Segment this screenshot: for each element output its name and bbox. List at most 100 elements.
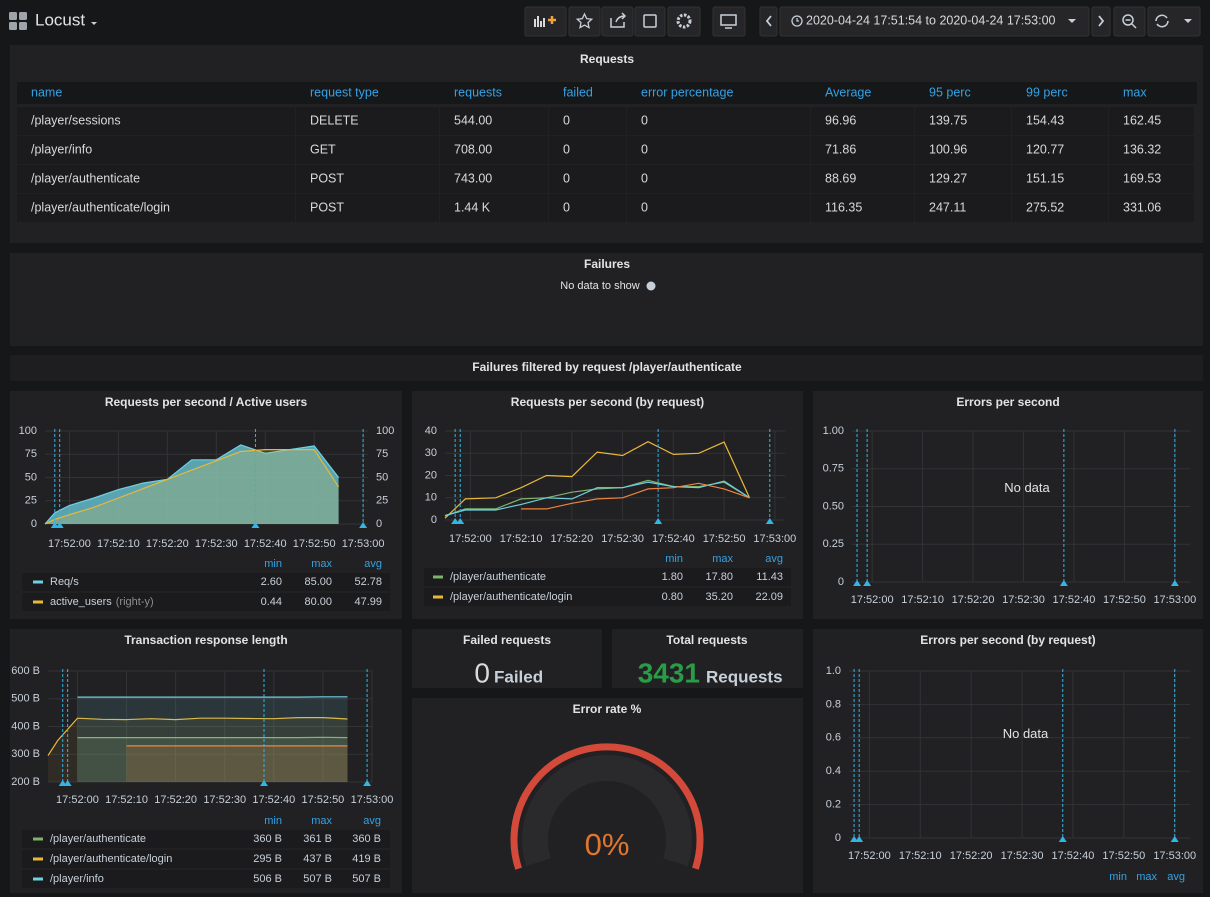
x-tick-label: 17:52:10 [97,538,140,550]
table-cell [811,165,914,193]
charts: Requests per second / Active users025507… [10,391,1203,893]
time-forward-button[interactable] [1091,6,1111,37]
table-cell [1109,136,1194,164]
y2-tick-label: 100 [376,425,394,437]
legend-column-header: max [1136,871,1157,883]
no-data-message: No data [1003,726,1049,741]
x-tick-label: 17:52:40 [244,538,287,550]
legend-stat: 360 B [253,833,282,845]
series-area [77,696,348,782]
series-area [77,737,348,782]
share-button[interactable] [601,6,634,37]
stat-value: 0 [474,657,490,688]
y-tick-label: 500 B [11,693,40,705]
cell-text: 1.44 K [454,200,491,214]
legend-column-header: max [712,553,733,565]
y-tick-label: 300 B [11,748,40,760]
annotation-marker [451,518,460,524]
table-cell [296,107,439,135]
x-tick-label: 17:52:40 [1053,594,1096,606]
legend-column-header: avg [765,553,783,565]
table-cell [627,136,810,164]
legend-name: /player/authenticate [450,571,546,583]
column-header: Average [825,85,871,99]
y-tick-label: 20 [425,469,437,481]
x-tick-label: 17:52:20 [950,850,993,862]
cell-text: 88.69 [825,171,856,185]
panel-title: Errors per second [956,395,1059,409]
column-header: name [31,85,62,99]
table-cell [811,107,914,135]
grid-icon[interactable] [9,22,17,30]
table-cell [1012,194,1108,222]
annotation-marker [251,522,260,528]
series-line [444,480,750,517]
table-cell [17,136,295,164]
legend-stat: 419 B [352,853,381,865]
y-tick-label: 0 [431,514,437,526]
cell-text: 0 [563,142,570,156]
table-cell [1109,165,1194,193]
y2-tick-label: 0 [376,518,382,530]
table-cell [1012,136,1108,164]
annotation-marker [850,836,859,842]
table-cell [440,194,548,222]
legend-stat: 360 B [352,833,381,845]
add-panel-button[interactable] [524,6,567,37]
y-tick-label: 0.4 [826,765,841,777]
y-tick-label: 1.00 [823,425,844,437]
legend-name: Req/s [50,576,79,588]
legend-row [22,830,390,848]
column-header: max [1123,85,1147,99]
grid-icon[interactable] [19,22,27,30]
cell-text: 136.32 [1123,142,1161,156]
info-icon[interactable] [646,281,656,291]
table-cell [915,136,1011,164]
time-picker[interactable] [779,6,1090,37]
table-cell [627,194,810,222]
section-title: Failures filtered by request /player/aut… [472,360,742,374]
y2-tick-label: 50 [376,471,388,483]
table-cell [17,165,295,193]
x-tick-label: 17:52:30 [1001,850,1044,862]
icon [548,16,556,24]
caret[interactable] [91,22,97,25]
dashboard-title[interactable]: Locust [35,10,85,29]
table-cell [296,136,439,164]
x-tick-label: 17:52:00 [48,538,91,550]
grid-icon[interactable] [19,12,27,20]
legend-row [22,850,390,868]
series-line [44,449,340,525]
gauge-track [522,755,692,867]
cell-text: 331.06 [1123,200,1161,214]
panel-title: Failed requests [463,633,551,647]
save-button[interactable] [634,6,666,37]
panel-title: Error rate % [573,702,642,716]
cell-text: GET [310,142,336,156]
x-tick-label: 17:52:20 [154,794,197,806]
table-cell [915,165,1011,193]
legend-column-header: max [311,558,332,570]
legend-name: /player/info [50,873,104,885]
cell-text: POST [310,200,344,214]
cell-text: 0 [641,142,648,156]
table-cell [440,165,548,193]
y2-tick-label: 25 [376,495,388,507]
time-range[interactable]: 2020-04-24 17:51:54 to 2020-04-24 17:53:… [806,13,1056,27]
grid-icon[interactable] [9,12,17,20]
cell-text: 247.11 [929,200,966,214]
legend-row [22,593,390,611]
annotation-marker [654,518,663,524]
settings-button[interactable] [667,6,701,37]
cell-text: 275.52 [1026,200,1064,214]
legend-stat: 0.44 [261,596,282,608]
column-header: failed [563,85,593,99]
column-header: error percentage [641,85,733,99]
y-tick-label: 0.6 [826,732,841,744]
series-line [444,441,751,519]
star-button[interactable] [568,6,601,37]
gauge-value: 0% [585,827,630,862]
zoom-out-button[interactable] [1113,6,1146,37]
refresh-button[interactable] [1147,6,1201,37]
tv-button[interactable] [712,6,746,37]
